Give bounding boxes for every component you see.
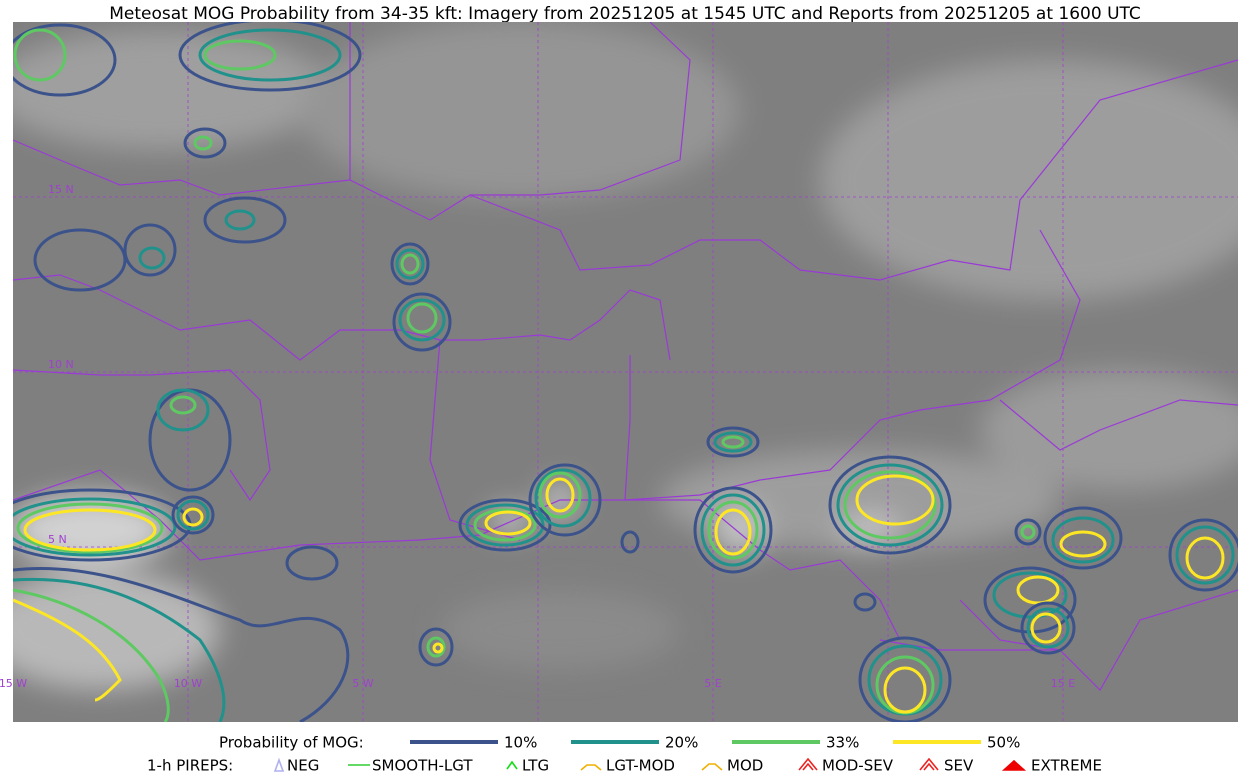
legend-text: 33% xyxy=(826,734,859,752)
contours xyxy=(13,22,1238,722)
lon-label: 5 W xyxy=(352,677,373,690)
legend-icon xyxy=(580,764,602,771)
legend-text: MOD xyxy=(727,757,763,775)
lon-label: 10 W xyxy=(174,677,202,690)
grid xyxy=(13,22,1238,722)
legend-text: EXTREME xyxy=(1031,757,1102,775)
lon-label: 15 W xyxy=(0,677,27,690)
legend-icon xyxy=(919,757,939,771)
legend-icon xyxy=(701,763,723,771)
legend-text: 50% xyxy=(987,734,1020,752)
legend-text: 10% xyxy=(504,734,537,752)
legend-text: SEV xyxy=(944,757,974,775)
legend-text: LGT-MOD xyxy=(606,757,675,775)
lon-label: 15 E xyxy=(1051,677,1075,690)
legend-text: NEG xyxy=(287,757,319,775)
legend-text: LTG xyxy=(522,757,549,775)
title: Meteosat MOG Probability from 34-35 kft:… xyxy=(109,4,1141,24)
legend-text: MOD-SEV xyxy=(822,757,894,775)
map xyxy=(13,22,1238,722)
legend-label: Probability of MOG: xyxy=(219,734,364,752)
legend: Probability of MOG: 10% 20% 33% 50% 1-h PIREP… xyxy=(147,734,1102,775)
lat-label: 15 N xyxy=(48,183,74,196)
legend-text: 20% xyxy=(665,734,698,752)
lat-label: 10 N xyxy=(48,358,74,371)
lat-label: 5 N xyxy=(48,533,67,546)
legend-text: SMOOTH-LGT xyxy=(372,757,473,775)
geo-labels: 15 N 10 N 5 N 15 W 10 W 5 W 5 E 15 E xyxy=(0,183,1075,690)
legend-label: 1-h PIREPS: xyxy=(147,757,233,775)
legend-icon xyxy=(273,757,285,772)
legend-icon xyxy=(798,757,818,771)
lon-label: 5 E xyxy=(704,677,721,690)
legend-icon xyxy=(1001,759,1027,771)
legend-icon xyxy=(506,760,518,770)
